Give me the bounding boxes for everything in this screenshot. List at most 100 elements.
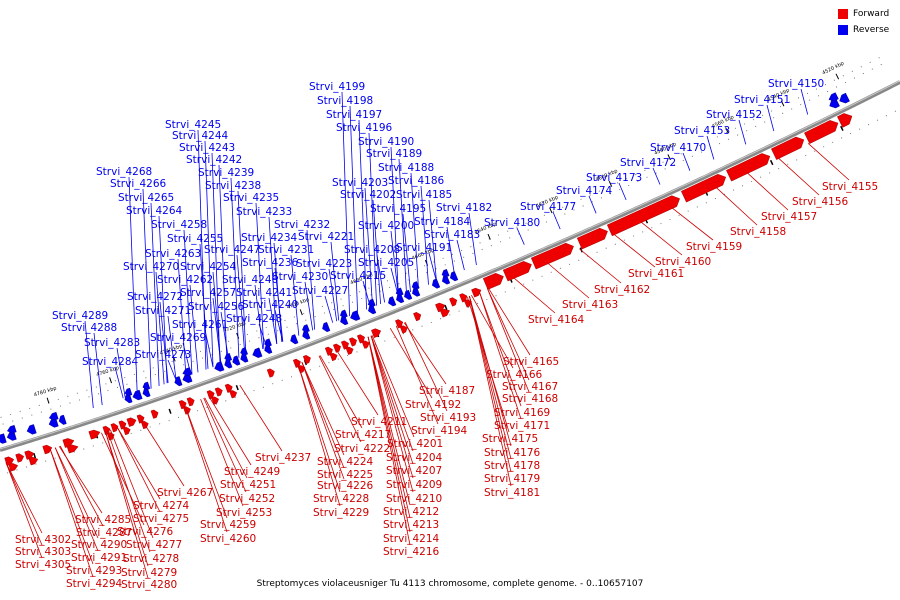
reverse-gene	[431, 278, 441, 289]
forward-leader-line	[141, 419, 185, 487]
reverse-gene-label: Strvi_4188	[378, 162, 434, 174]
reverse-gene-label: Strvi_4256	[188, 301, 245, 313]
reverse-gene-label: Strvi_4195	[370, 203, 426, 215]
reverse-gene	[132, 389, 143, 401]
reverse-leader-line	[274, 267, 284, 342]
forward-gene-label: Strvi_4157	[761, 211, 817, 223]
legend-forward: Forward	[838, 9, 889, 19]
reverse-gene-label: Strvi_4233	[236, 206, 292, 218]
reverse-gene-label: Strvi_4172	[620, 157, 676, 169]
reverse-leader-line	[167, 359, 177, 381]
reverse-gene-label: Strvi_4246	[222, 274, 279, 286]
reverse-gene	[48, 411, 59, 421]
reverse-gene	[124, 387, 133, 396]
forward-leader-line	[469, 296, 512, 487]
forward-leader-line	[49, 449, 94, 565]
reverse-gene-label: Strvi_4240	[242, 299, 298, 311]
forward-gene-label: Strvi_4287	[76, 527, 132, 539]
forward-gene	[502, 261, 532, 282]
reverse-leader-line	[428, 252, 437, 282]
forward-gene	[395, 319, 404, 329]
forward-gene-label: Strvi_4171	[494, 420, 550, 432]
reverse-gene	[264, 338, 272, 347]
legend-reverse-label: Reverse	[853, 25, 890, 35]
forward-gene-label: Strvi_4302	[15, 534, 71, 546]
forward-leader-line	[367, 336, 411, 546]
forward-gene-label: Strvi_4193	[420, 412, 476, 424]
forward-gene-label: Strvi_4213	[383, 519, 439, 531]
forward-leader-line	[547, 262, 590, 299]
forward-gene-label: Strvi_4160	[655, 256, 711, 268]
forward-leader-line	[319, 355, 363, 429]
scale-tick	[109, 377, 112, 384]
forward-gene-label: Strvi_4280	[121, 579, 177, 591]
forward-gene-label: Strvi_4161	[628, 268, 684, 280]
forward-gene-label: Strvi_4305	[15, 559, 71, 571]
forward-gene-label: Strvi_4252	[219, 493, 275, 505]
reverse-gene	[339, 309, 348, 318]
reverse-leader-line	[167, 315, 177, 381]
forward-gene-label: Strvi_4293	[66, 565, 122, 577]
forward-gene-label: Strvi_4217	[335, 429, 391, 441]
reverse-gene-label: Strvi_4185	[396, 189, 452, 201]
forward-gene-label: Strvi_4187	[419, 385, 475, 397]
reverse-gene-label: Strvi_4151	[734, 94, 790, 106]
reverse-leader-line	[349, 105, 358, 314]
forward-gene-label: Strvi_4194	[411, 425, 468, 437]
forward-gene-label: Strvi_4285	[75, 514, 131, 526]
forward-leader-line	[479, 291, 522, 420]
forward-gene-label: Strvi_4209	[386, 479, 442, 491]
scale-tick-label: 4780 kbp	[33, 386, 57, 399]
forward-leader-line	[203, 397, 247, 493]
forward-leader-line	[105, 431, 149, 567]
reverse-gene-label: Strvi_4239	[198, 167, 254, 179]
reverse-gene-label: Strvi_4244	[172, 130, 229, 142]
reverse-gene-label: Strvi_4200	[358, 220, 414, 232]
reverse-gene	[252, 347, 263, 358]
forward-leader-line	[239, 384, 283, 452]
forward-gene	[206, 390, 215, 400]
forward-gene	[606, 195, 680, 237]
reverse-leader-line	[398, 158, 407, 294]
forward-leader-line	[107, 430, 151, 553]
reverse-leader-line	[290, 254, 300, 336]
reverse-gene-label: Strvi_4189	[366, 148, 422, 160]
reverse-gene-label: Strvi_4238	[205, 180, 261, 192]
scale-tick	[487, 233, 491, 240]
reverse-leader-line	[800, 88, 809, 115]
forward-gene-label: Strvi_4228	[313, 493, 369, 505]
forward-gene-label: Strvi_4224	[317, 456, 374, 468]
reverse-gene-label: Strvi_4265	[118, 192, 174, 204]
forward-gene	[118, 420, 127, 430]
reverse-leader-line	[183, 229, 193, 375]
reverse-gene-label: Strvi_4262	[157, 274, 213, 286]
reverse-gene	[388, 296, 397, 307]
forward-leader-line	[5, 462, 43, 534]
forward-gene-label: Strvi_4181	[484, 487, 540, 499]
forward-leader-line	[49, 449, 94, 578]
reverse-leader-line	[128, 176, 138, 394]
forward-gene	[459, 293, 468, 303]
forward-gene	[341, 340, 349, 350]
forward-leader-line	[367, 336, 411, 533]
forward-gene-label: Strvi_4216	[383, 546, 440, 558]
reverse-gene-label: Strvi_4177	[520, 201, 576, 213]
forward-leader-line	[513, 277, 556, 314]
forward-gene-label: Strvi_4303	[15, 546, 71, 558]
reverse-gene-label: Strvi_4215	[330, 270, 386, 282]
reverse-leader-line	[84, 320, 94, 409]
lane-mark	[840, 125, 844, 131]
forward-gene-label: Strvi_4249	[224, 466, 280, 478]
forward-leader-line	[367, 336, 411, 519]
legend-reverse-swatch	[838, 25, 848, 35]
forward-leader-line	[208, 395, 252, 466]
forward-gene	[66, 444, 79, 454]
reverse-gene-label: Strvi_4153	[674, 125, 730, 137]
reverse-gene-label: Strvi_4184	[414, 216, 471, 228]
forward-gene-label: Strvi_4176	[484, 447, 541, 459]
reverse-gene	[449, 271, 459, 282]
scale-tick	[780, 100, 785, 107]
reverse-leader-line	[328, 268, 338, 322]
scale-tick	[299, 309, 303, 316]
